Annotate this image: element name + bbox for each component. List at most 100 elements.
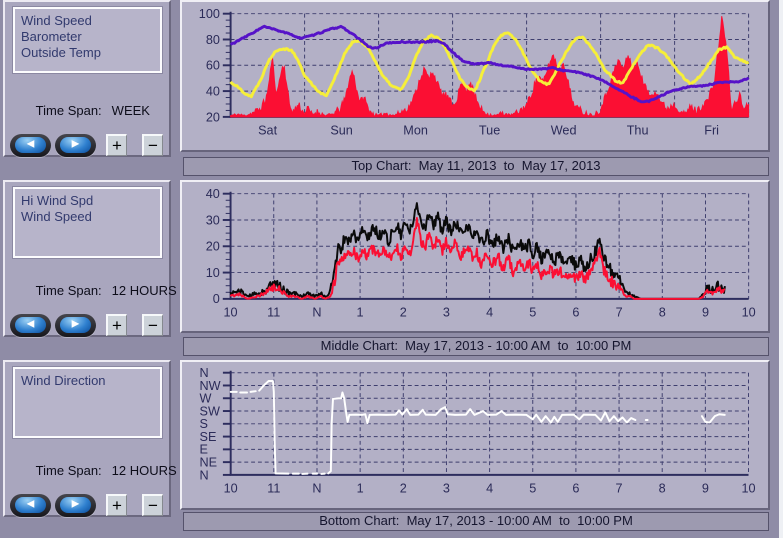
svg-text:10: 10 bbox=[742, 305, 756, 319]
bottom-chart-caption: Bottom Chart: May 17, 2013 - 10:00 AM to… bbox=[183, 512, 769, 531]
series-list-item[interactable]: Wind Speed bbox=[21, 13, 92, 28]
button-face: ▶ bbox=[60, 497, 91, 513]
arrow-left-icon: ◀ bbox=[26, 498, 35, 510]
scroll-left-button[interactable]: ◀ bbox=[10, 133, 51, 157]
svg-text:0: 0 bbox=[213, 292, 220, 306]
zoom-out-button[interactable]: − bbox=[142, 494, 163, 516]
svg-text:7: 7 bbox=[616, 481, 623, 495]
button-face: ◀ bbox=[15, 497, 46, 513]
time-span-row: Time Span: WEEK bbox=[14, 88, 150, 133]
zoom-in-button[interactable]: + bbox=[106, 134, 127, 156]
svg-text:10: 10 bbox=[224, 481, 238, 495]
series-list-item[interactable]: Outside Temp bbox=[21, 45, 101, 60]
middle-chart-control-panel: Hi Wind Spd Wind Speed Time Span: 12 HOUR… bbox=[3, 180, 177, 337]
svg-text:NW: NW bbox=[200, 379, 221, 393]
svg-text:N: N bbox=[312, 305, 321, 319]
scroll-right-button[interactable]: ▶ bbox=[55, 133, 96, 157]
bottom-chart-series-listbox[interactable]: Wind Direction bbox=[13, 367, 162, 438]
arrow-left-icon: ◀ bbox=[26, 138, 35, 150]
middle-chart-caption: Middle Chart: May 17, 2013 - 10:00 AM to… bbox=[183, 337, 769, 356]
time-span-value: 12 HOURS bbox=[111, 463, 177, 478]
svg-text:30: 30 bbox=[206, 213, 220, 227]
arrow-right-icon: ▶ bbox=[71, 498, 80, 510]
time-span-label: Time Span: bbox=[35, 463, 102, 478]
svg-text:2: 2 bbox=[400, 305, 407, 319]
scroll-right-button[interactable]: ▶ bbox=[55, 313, 96, 337]
svg-text:20: 20 bbox=[206, 240, 220, 254]
top-chart-buttons: ◀ ▶ + − bbox=[10, 133, 163, 157]
time-span-value: WEEK bbox=[111, 103, 150, 118]
arrow-left-icon: ◀ bbox=[26, 318, 35, 330]
zoom-out-button[interactable]: − bbox=[142, 314, 163, 336]
zoom-in-button[interactable]: + bbox=[106, 314, 127, 336]
series-list-item[interactable]: Wind Speed bbox=[21, 209, 92, 224]
scroll-left-button[interactable]: ◀ bbox=[10, 493, 51, 517]
button-face: ◀ bbox=[15, 317, 46, 333]
button-face: ◀ bbox=[15, 137, 46, 153]
time-span-row: Time Span: 12 HOURS bbox=[14, 268, 177, 313]
svg-text:NE: NE bbox=[200, 456, 218, 470]
svg-text:6: 6 bbox=[572, 481, 579, 495]
svg-text:5: 5 bbox=[529, 481, 536, 495]
button-face: ▶ bbox=[60, 317, 91, 333]
arrow-right-icon: ▶ bbox=[71, 138, 80, 150]
scroll-right-button[interactable]: ▶ bbox=[55, 493, 96, 517]
svg-text:4: 4 bbox=[486, 305, 493, 319]
svg-text:1: 1 bbox=[357, 305, 364, 319]
time-span-label: Time Span: bbox=[35, 103, 102, 118]
svg-text:3: 3 bbox=[443, 305, 450, 319]
svg-text:Thu: Thu bbox=[627, 123, 649, 137]
svg-text:7: 7 bbox=[616, 305, 623, 319]
svg-text:20: 20 bbox=[206, 110, 220, 124]
time-span-label: Time Span: bbox=[35, 283, 102, 298]
bottom-chart-card: N NW W SW S SE E NE N 10 11 N 1 2 3 4 5 6 7 8 9 10 bbox=[180, 360, 770, 510]
series-list-item[interactable]: Wind Direction bbox=[21, 373, 106, 388]
top-chart-plot: 20 40 60 80 100 Sat Sun Mon Tue Wed Thu Fri bbox=[199, 7, 750, 137]
svg-text:80: 80 bbox=[206, 33, 220, 47]
svg-text:8: 8 bbox=[659, 481, 666, 495]
svg-text:4: 4 bbox=[486, 481, 493, 495]
svg-text:3: 3 bbox=[443, 481, 450, 495]
zoom-out-button[interactable]: − bbox=[142, 134, 163, 156]
svg-text:Wed: Wed bbox=[551, 123, 577, 137]
scroll-left-button[interactable]: ◀ bbox=[10, 313, 51, 337]
svg-text:SW: SW bbox=[200, 404, 220, 418]
button-face: ▶ bbox=[60, 137, 91, 153]
svg-text:1: 1 bbox=[357, 481, 364, 495]
svg-text:Sun: Sun bbox=[330, 123, 353, 137]
svg-text:Mon: Mon bbox=[403, 123, 428, 137]
svg-text:SE: SE bbox=[200, 430, 217, 444]
svg-text:N: N bbox=[200, 468, 209, 482]
svg-text:Sat: Sat bbox=[258, 123, 277, 137]
bottom-chart-control-panel: Wind Direction Time Span: 12 HOURS ◀ ▶ + … bbox=[3, 360, 177, 517]
svg-text:E: E bbox=[200, 443, 208, 457]
svg-text:S: S bbox=[200, 417, 208, 431]
series-list-item[interactable]: Barometer bbox=[21, 29, 82, 44]
svg-text:6: 6 bbox=[572, 305, 579, 319]
series-list-item[interactable]: Hi Wind Spd bbox=[21, 193, 94, 208]
svg-text:40: 40 bbox=[206, 84, 220, 98]
zoom-in-button[interactable]: + bbox=[106, 494, 127, 516]
middle-chart-series-listbox[interactable]: Hi Wind Spd Wind Speed bbox=[13, 187, 162, 258]
svg-text:40: 40 bbox=[206, 187, 220, 201]
bottom-chart-buttons: ◀ ▶ + − bbox=[10, 493, 163, 517]
svg-text:8: 8 bbox=[659, 305, 666, 319]
time-span-value: 12 HOURS bbox=[111, 283, 177, 298]
arrow-right-icon: ▶ bbox=[71, 318, 80, 330]
svg-text:W: W bbox=[200, 392, 212, 406]
svg-text:9: 9 bbox=[702, 305, 709, 319]
svg-text:10: 10 bbox=[741, 481, 755, 495]
svg-text:Fri: Fri bbox=[704, 123, 719, 137]
middle-chart-plot: 0 10 20 30 40 10 11 N 1 2 3 4 5 6 7 8 9 10 bbox=[206, 187, 756, 319]
middle-chart-buttons: ◀ ▶ + − bbox=[10, 313, 163, 337]
svg-text:100: 100 bbox=[199, 7, 220, 21]
svg-text:10: 10 bbox=[224, 305, 238, 319]
svg-text:N: N bbox=[312, 481, 321, 495]
top-chart-series-listbox[interactable]: Wind Speed Barometer Outside Temp bbox=[13, 7, 162, 73]
middle-chart-card: 0 10 20 30 40 10 11 N 1 2 3 4 5 6 7 8 9 10 bbox=[180, 180, 770, 333]
svg-text:10: 10 bbox=[206, 266, 220, 280]
svg-text:Tue: Tue bbox=[479, 123, 500, 137]
svg-text:11: 11 bbox=[267, 481, 280, 495]
